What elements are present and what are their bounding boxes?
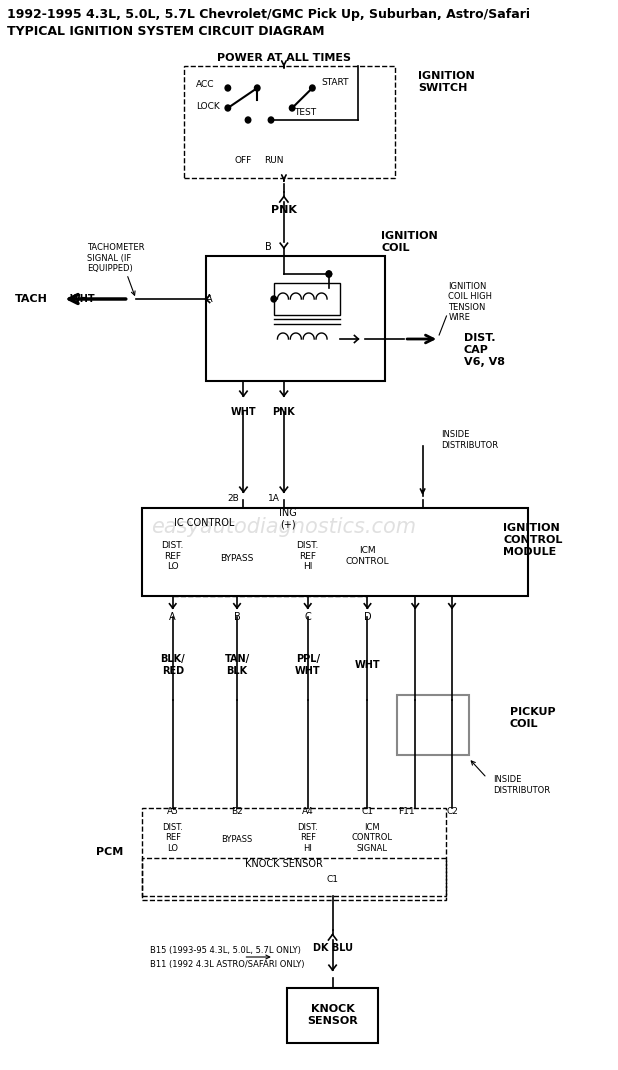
- Text: TAN/
BLK: TAN/ BLK: [224, 654, 250, 676]
- Text: B2: B2: [231, 808, 243, 816]
- Text: TACHOMETER
SIGNAL (IF
EQUIPPED): TACHOMETER SIGNAL (IF EQUIPPED): [87, 243, 145, 273]
- Circle shape: [326, 271, 332, 277]
- Text: PICKUP
COIL: PICKUP COIL: [510, 707, 556, 729]
- Text: B: B: [234, 612, 240, 622]
- Circle shape: [271, 296, 276, 302]
- Text: C1: C1: [362, 808, 373, 816]
- Text: PNK: PNK: [271, 205, 297, 215]
- Text: WHT: WHT: [355, 660, 380, 670]
- Text: START: START: [321, 77, 349, 87]
- Text: TACH: TACH: [15, 294, 48, 304]
- Text: INSIDE
DISTRIBUTOR: INSIDE DISTRIBUTOR: [493, 776, 551, 795]
- Text: DIST.
CAP
V6, V8: DIST. CAP V6, V8: [464, 334, 505, 367]
- Text: B: B: [265, 242, 272, 253]
- Text: easyautodiagnostics.com: easyautodiagnostics.com: [151, 517, 417, 537]
- Text: 2B: 2B: [227, 493, 239, 503]
- Bar: [397, 696, 468, 755]
- Text: POWER AT ALL TIMES: POWER AT ALL TIMES: [217, 54, 351, 63]
- Text: ACC: ACC: [196, 79, 214, 89]
- Text: DK BLU: DK BLU: [313, 943, 352, 953]
- Text: B15 (1993-95 4.3L, 5.0L, 5.7L ONLY): B15 (1993-95 4.3L, 5.0L, 5.7L ONLY): [150, 947, 300, 956]
- Circle shape: [268, 117, 274, 123]
- Text: DIST.
REF
HI: DIST. REF HI: [297, 541, 319, 571]
- Text: OFF: OFF: [235, 155, 252, 165]
- Text: IGNITION
COIL: IGNITION COIL: [381, 231, 438, 253]
- Text: A: A: [169, 612, 176, 622]
- Circle shape: [326, 271, 332, 277]
- Bar: [142, 808, 446, 896]
- Text: BYPASS: BYPASS: [221, 553, 254, 563]
- Text: D: D: [363, 612, 371, 622]
- Bar: [206, 256, 385, 381]
- Text: IGNITION
CONTROL
MODULE: IGNITION CONTROL MODULE: [504, 523, 563, 556]
- Text: C: C: [305, 612, 311, 622]
- Text: A4: A4: [302, 808, 314, 816]
- Text: 1A: 1A: [268, 493, 280, 503]
- Bar: [274, 282, 340, 315]
- Text: TYPICAL IGNITION SYSTEM CIRCUIT DIAGRAM: TYPICAL IGNITION SYSTEM CIRCUIT DIAGRAM: [7, 25, 325, 39]
- Text: A: A: [206, 294, 213, 304]
- Text: KNOCK
SENSOR: KNOCK SENSOR: [307, 1005, 358, 1026]
- Text: DIST.
REF
HI: DIST. REF HI: [297, 823, 318, 853]
- Text: PNK: PNK: [273, 407, 295, 417]
- Text: F11: F11: [398, 808, 415, 816]
- Text: B11 (1992 4.3L ASTRO/SAFARI ONLY): B11 (1992 4.3L ASTRO/SAFARI ONLY): [150, 960, 304, 968]
- Text: WHT: WHT: [70, 294, 96, 304]
- Text: A5: A5: [167, 808, 179, 816]
- Text: BLK/
RED: BLK/ RED: [161, 654, 185, 676]
- Circle shape: [225, 85, 231, 91]
- Text: C1: C1: [326, 874, 339, 884]
- Text: KNOCK SENSOR: KNOCK SENSOR: [245, 859, 323, 869]
- Bar: [142, 508, 528, 596]
- Bar: [287, 988, 378, 1043]
- Text: ICM
CONTROL
SIGNAL: ICM CONTROL SIGNAL: [352, 823, 392, 853]
- Text: TEST: TEST: [294, 107, 316, 117]
- Text: 1992-1995 4.3L, 5.0L, 5.7L Chevrolet/GMC Pick Up, Suburban, Astro/Safari: 1992-1995 4.3L, 5.0L, 5.7L Chevrolet/GMC…: [7, 7, 530, 21]
- Text: PCM: PCM: [96, 847, 124, 857]
- Text: WHT: WHT: [231, 407, 256, 417]
- Text: IGNITION
SWITCH: IGNITION SWITCH: [418, 72, 475, 93]
- Text: C2: C2: [446, 808, 458, 816]
- Text: LOCK: LOCK: [196, 102, 219, 110]
- Circle shape: [225, 105, 231, 111]
- Circle shape: [310, 85, 315, 91]
- Text: IC CONTROL: IC CONTROL: [174, 518, 234, 528]
- Text: ICM
CONTROL: ICM CONTROL: [345, 547, 389, 566]
- Bar: [142, 858, 446, 900]
- Text: IGNITION
COIL HIGH
TENSION
WIRE: IGNITION COIL HIGH TENSION WIRE: [448, 281, 493, 322]
- Text: RUN: RUN: [264, 155, 284, 165]
- Text: ING
(+): ING (+): [279, 508, 297, 530]
- Circle shape: [245, 117, 251, 123]
- Bar: [184, 66, 395, 178]
- Text: DIST.
REF
LO: DIST. REF LO: [163, 823, 183, 853]
- Circle shape: [289, 105, 295, 111]
- Text: PPL/
WHT: PPL/ WHT: [295, 654, 321, 676]
- Text: INSIDE
DISTRIBUTOR: INSIDE DISTRIBUTOR: [441, 430, 498, 449]
- Text: DIST.
REF
LO: DIST. REF LO: [161, 541, 184, 571]
- Text: BYPASS: BYPASS: [221, 836, 253, 844]
- Circle shape: [255, 85, 260, 91]
